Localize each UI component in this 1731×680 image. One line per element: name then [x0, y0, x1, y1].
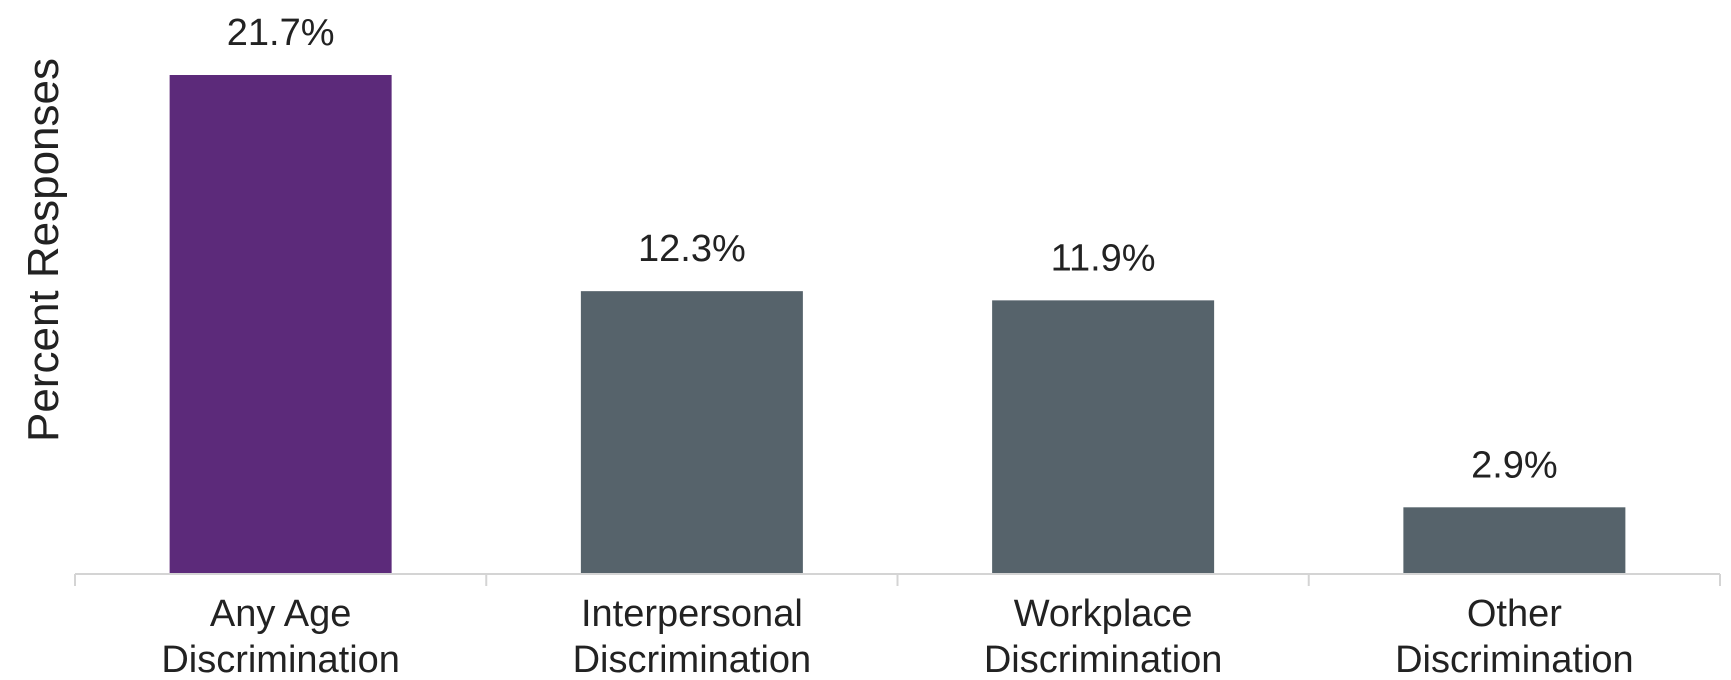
category-label-4-line-2: Discrimination — [1395, 639, 1634, 680]
bar-2 — [580, 291, 803, 574]
category-label-1-line-1: Any Age — [210, 593, 352, 635]
category-label-3-line-1: Workplace — [1014, 593, 1193, 635]
category-label-2-line-2: Discrimination — [573, 639, 812, 680]
x-axis — [74, 573, 1721, 586]
category-label-4-line-1: Other — [1467, 593, 1562, 635]
value-label-4: 2.9% — [1471, 444, 1558, 486]
value-label-1: 21.7% — [227, 12, 335, 54]
value-label-3: 11.9% — [1051, 237, 1156, 279]
bars-group: 21.7% 12.3% 11.9% 2.9% — [169, 12, 1626, 574]
category-label-1-line-2: Discrimination — [161, 639, 400, 680]
value-label-2: 12.3% — [638, 228, 746, 270]
category-label-2-line-1: Interpersonal — [581, 593, 803, 635]
category-label-3-line-2: Discrimination — [984, 639, 1223, 680]
bar-3 — [992, 300, 1215, 574]
y-axis-title: Percent Responses — [19, 58, 68, 442]
bar-4 — [1403, 507, 1626, 574]
bar-1 — [169, 75, 392, 574]
category-labels: Any AgeDiscriminationInterpersonalDiscri… — [161, 593, 1633, 680]
